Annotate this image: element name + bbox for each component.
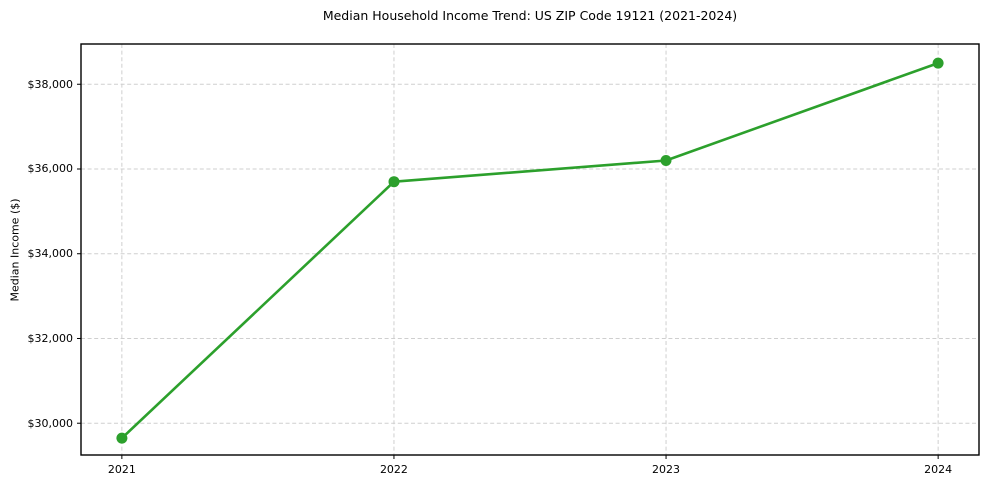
data-point-marker bbox=[932, 57, 944, 69]
chart-title: Median Household Income Trend: US ZIP Co… bbox=[322, 8, 738, 23]
plot-border bbox=[80, 43, 980, 456]
x-tick-label: 2022 bbox=[379, 463, 408, 476]
data-point-marker bbox=[388, 176, 400, 188]
y-tick-label: $36,000 bbox=[27, 162, 74, 176]
x-tick-label: 2023 bbox=[652, 463, 681, 476]
y-tick-label: $32,000 bbox=[27, 331, 74, 345]
income-trend-line bbox=[120, 61, 940, 440]
data-point-marker bbox=[660, 155, 672, 166]
x-tick-label: 2021 bbox=[107, 463, 136, 476]
data-point-marker bbox=[116, 432, 128, 444]
y-tick-label: $34,000 bbox=[27, 247, 74, 261]
y-tick-label: $30,000 bbox=[27, 416, 74, 430]
x-tick-label: 2024 bbox=[924, 463, 953, 476]
y-tick-label: $38,000 bbox=[27, 77, 74, 91]
